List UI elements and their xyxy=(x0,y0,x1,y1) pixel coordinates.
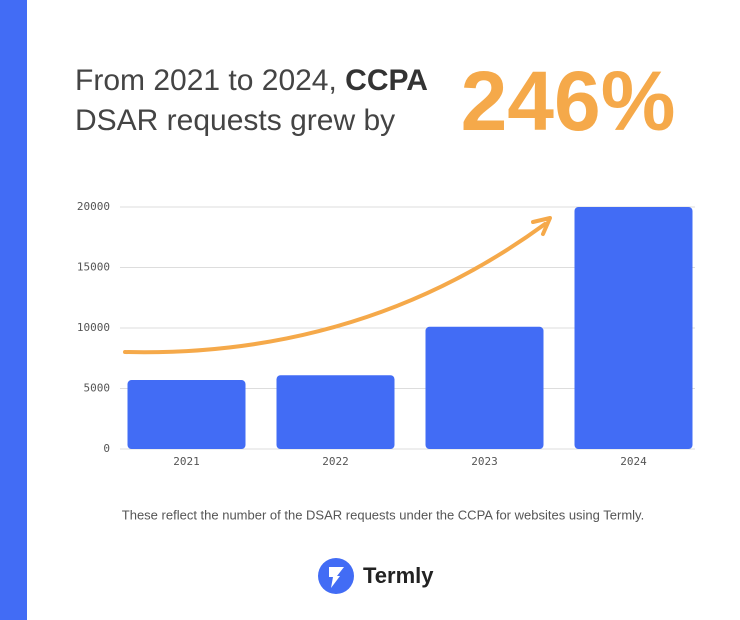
x-tick-label: 2024 xyxy=(620,455,647,468)
headline-text: From 2021 to 2024, xyxy=(75,64,337,97)
headline-highlight: 246% xyxy=(461,54,676,148)
y-tick-label: 20000 xyxy=(77,200,110,213)
bar xyxy=(127,380,246,449)
headline-line2: DSAR requests grew by xyxy=(75,104,395,137)
y-tick-label: 0 xyxy=(103,442,110,455)
logo-mark xyxy=(329,567,344,588)
side-strip xyxy=(0,0,27,620)
y-tick-label: 15000 xyxy=(77,261,110,274)
arrow-head xyxy=(531,216,552,236)
bar xyxy=(276,375,395,449)
bar xyxy=(425,326,544,449)
bar xyxy=(574,207,693,449)
x-tick-label: 2023 xyxy=(471,455,498,468)
brand: Termly xyxy=(363,563,434,588)
y-tick-label: 10000 xyxy=(77,321,110,334)
x-tick-label: 2022 xyxy=(322,455,349,468)
headline-line1: From 2021 to 2024, CCPA xyxy=(75,64,428,97)
x-tick-label: 2021 xyxy=(173,455,200,468)
caption: These reflect the number of the DSAR req… xyxy=(122,507,644,522)
plot: 0 5000 10000 15000 20000 2021 2022 2023 2024 xyxy=(77,200,695,468)
headline-bold: CCPA xyxy=(345,64,428,97)
y-tick-label: 5000 xyxy=(84,382,111,395)
trend-arrow xyxy=(123,222,547,355)
